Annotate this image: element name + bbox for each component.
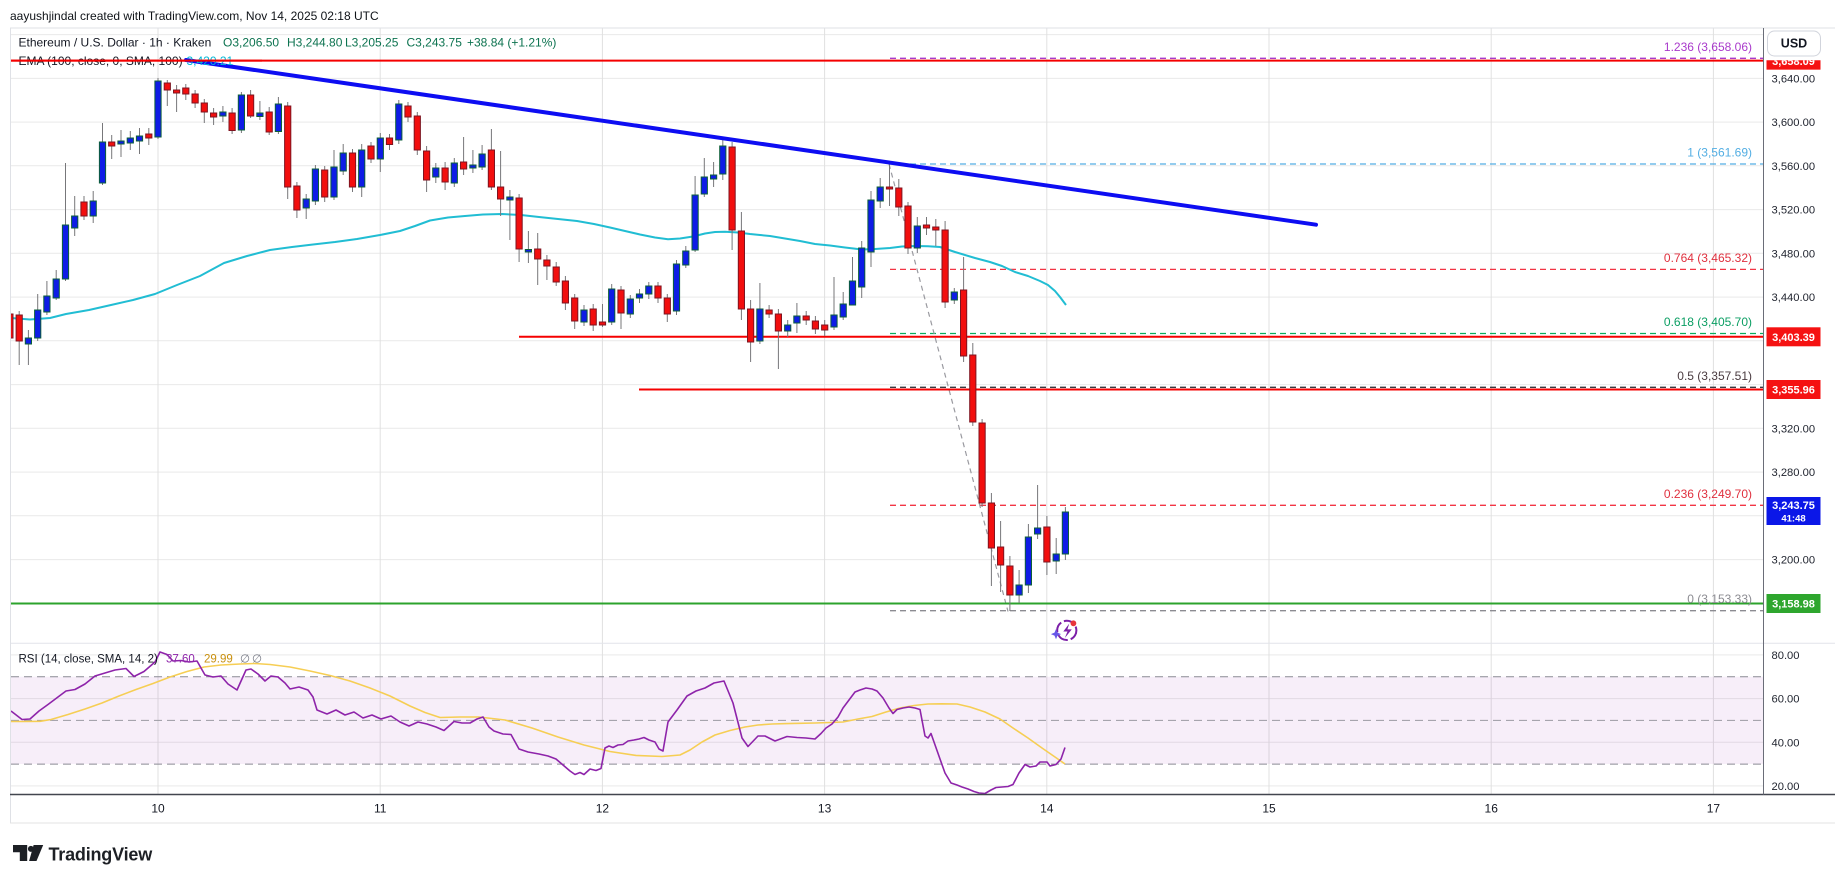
svg-text:3,243.75: 3,243.75 — [1772, 500, 1815, 512]
svg-text:10: 10 — [151, 802, 165, 816]
svg-text:14: 14 — [1040, 802, 1054, 816]
svg-text:3,658.09: 3,658.09 — [1772, 56, 1815, 68]
svg-text:aayushjindal created with Trad: aayushjindal created with TradingView.co… — [10, 9, 379, 23]
svg-text:3,355.96: 3,355.96 — [1772, 385, 1815, 397]
svg-text:60.00: 60.00 — [1772, 694, 1800, 706]
svg-text:3,403.39: 3,403.39 — [1772, 332, 1815, 344]
svg-text:3,640.00: 3,640.00 — [1772, 74, 1816, 86]
svg-text:80.00: 80.00 — [1772, 650, 1800, 662]
svg-text:0.5 (3,357.51): 0.5 (3,357.51) — [1677, 369, 1752, 383]
svg-text:0 (3,153.33): 0 (3,153.33) — [1687, 592, 1752, 606]
svg-text:40.00: 40.00 — [1772, 737, 1800, 749]
svg-text:3,200.00: 3,200.00 — [1772, 555, 1816, 567]
svg-text:20.00: 20.00 — [1772, 781, 1800, 793]
svg-text:USD: USD — [1781, 37, 1807, 51]
svg-text:11: 11 — [374, 802, 387, 816]
svg-text:0.618 (3,405.70): 0.618 (3,405.70) — [1664, 315, 1752, 329]
svg-text:0.236 (3,249.70): 0.236 (3,249.70) — [1664, 487, 1752, 501]
svg-text:17: 17 — [1707, 802, 1721, 816]
svg-text:1.236 (3,658.06): 1.236 (3,658.06) — [1664, 40, 1752, 54]
svg-text:41:48: 41:48 — [1781, 514, 1805, 525]
svg-text:13: 13 — [818, 802, 832, 816]
svg-text:TradingView: TradingView — [49, 845, 154, 865]
svg-text:3,520.00: 3,520.00 — [1772, 205, 1816, 217]
svg-text:16: 16 — [1485, 802, 1499, 816]
svg-text:3,560.00: 3,560.00 — [1772, 161, 1816, 173]
svg-text:0.764 (3,465.32): 0.764 (3,465.32) — [1664, 251, 1752, 265]
svg-text:RSI (14, close, SMA, 14, 2)37.: RSI (14, close, SMA, 14, 2) 37.60 29.99 ∅ ∅ — [19, 654, 263, 666]
svg-text:3,600.00: 3,600.00 — [1772, 117, 1816, 129]
svg-text:3,280.00: 3,280.00 — [1772, 467, 1816, 479]
svg-text:3,480.00: 3,480.00 — [1772, 248, 1816, 260]
svg-text:12: 12 — [596, 802, 610, 816]
svg-text:3,320.00: 3,320.00 — [1772, 423, 1816, 435]
svg-text:3,158.98: 3,158.98 — [1772, 599, 1815, 611]
svg-text:1 (3,561.69): 1 (3,561.69) — [1687, 146, 1752, 160]
svg-text:3,440.00: 3,440.00 — [1772, 292, 1816, 304]
svg-text:Ethereum / U.S. Dollar · 1h ·: Ethereum / U.S. Dollar · 1h · Kraken O3,2… — [19, 36, 557, 50]
svg-text:15: 15 — [1262, 802, 1276, 816]
